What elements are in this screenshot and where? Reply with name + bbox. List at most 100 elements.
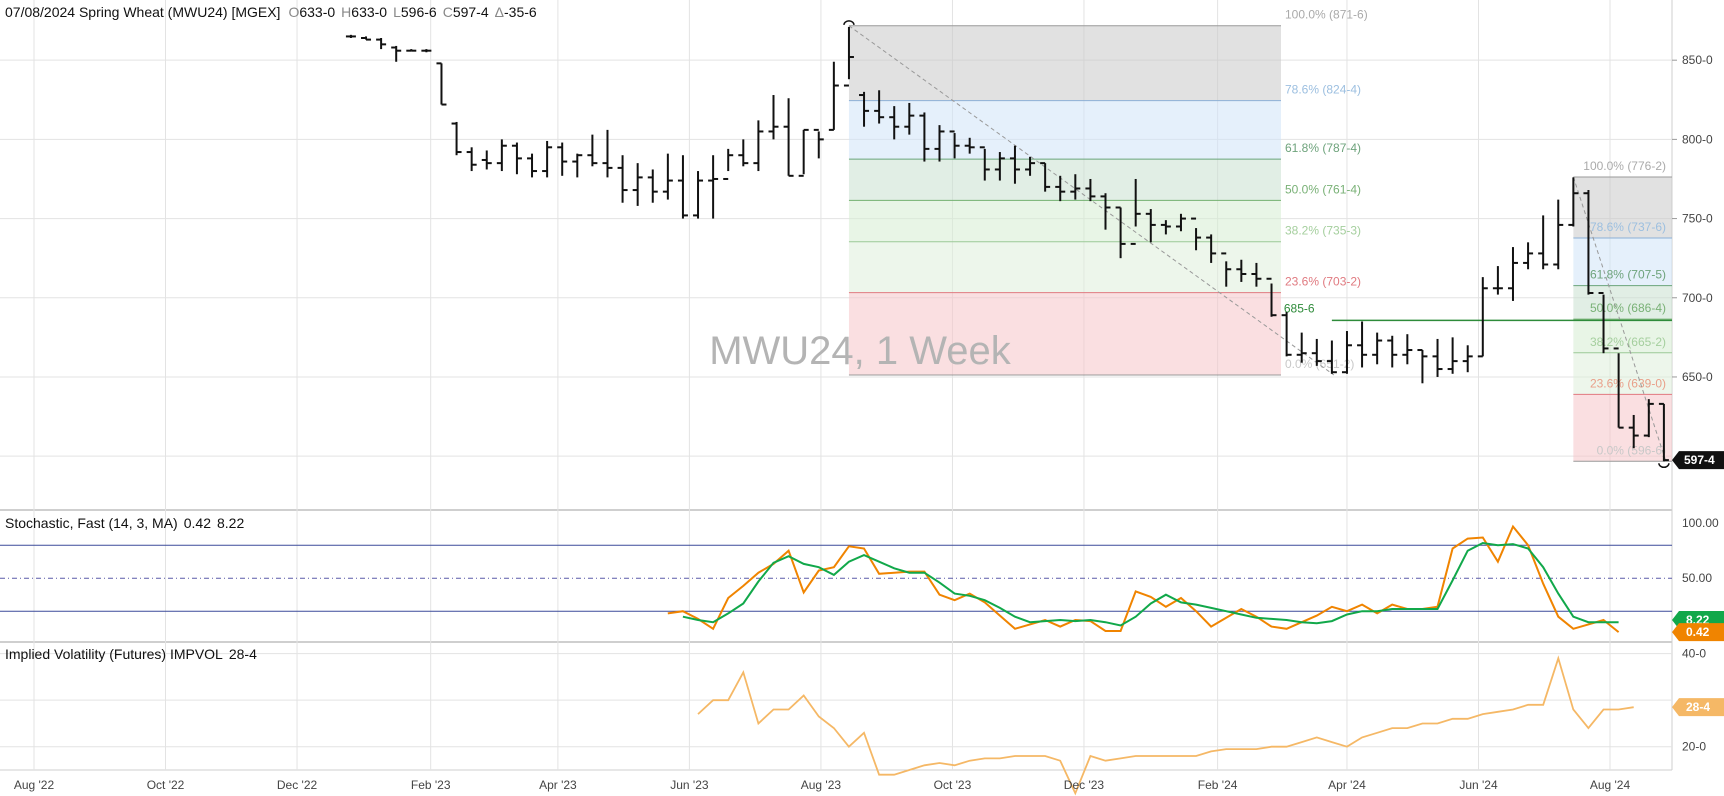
last-price-tag [1672, 451, 1724, 470]
ohlc-bar [798, 128, 809, 177]
ohlc-key: O [288, 4, 299, 20]
ohlc-bar [1658, 402, 1669, 462]
ohlc-value: 633-0 [299, 4, 335, 20]
ohlc-value: 597-4 [453, 4, 489, 20]
implied-volatility-title: Implied Volatility (Futures) IMPVOL [5, 646, 223, 662]
ohlc-bar [376, 38, 387, 50]
x-tick-label: Oct '23 [934, 778, 972, 792]
ohlc-bar [1326, 340, 1337, 374]
ohlc-bar [994, 152, 1005, 181]
ohlc-bar [1175, 213, 1186, 232]
fib-level-label: 38.2% (735-3) [1285, 224, 1361, 238]
ohlc-bar [1402, 334, 1413, 365]
x-tick-label: Aug '24 [1590, 778, 1631, 792]
ohlc-bar [1432, 338, 1443, 377]
ohlc-bar [466, 147, 477, 172]
ohlc-bar [1507, 247, 1518, 301]
ohlc-bar [843, 26, 854, 87]
ohlc-bar [1341, 331, 1352, 374]
fib-level-label: 100.0% (871-6) [1285, 8, 1368, 22]
ohlc-bar [1055, 175, 1066, 202]
ohlc-bar [1583, 190, 1594, 295]
fib-level-label: 0.0% (651-2) [1285, 357, 1354, 371]
ohlc-bar [1417, 349, 1428, 384]
ohlc-bar [1040, 162, 1051, 192]
fib-band [848, 200, 1281, 242]
x-tick-label: Jun '23 [670, 778, 709, 792]
x-tick-label: Feb '24 [1198, 778, 1238, 792]
ohlc-bar [1160, 220, 1171, 235]
ohlc-bar [587, 134, 598, 167]
swing-high-marker [843, 20, 855, 26]
x-tick-label: Dec '22 [277, 778, 318, 792]
iv-y-tick-label: 40-0 [1682, 647, 1706, 661]
ohlc-value: -35-6 [504, 4, 537, 20]
ohlc-bar [768, 95, 779, 140]
ohlc-bar [949, 130, 960, 159]
ohlc-bar [662, 153, 673, 200]
stochastic-title: Stochastic, Fast (14, 3, MA) [5, 515, 178, 531]
fib-trend-line [848, 25, 1335, 376]
ohlc-bar [708, 155, 719, 219]
y-tick-label: 800-0 [1682, 132, 1713, 146]
ohlc-bar [934, 125, 945, 162]
ohlc-value: 633-0 [351, 4, 387, 20]
fib-level-label: 78.6% (824-4) [1285, 83, 1361, 97]
ohlc-bar [783, 98, 794, 177]
ohlc-bar [874, 90, 885, 124]
ohlc-bar [723, 148, 734, 180]
ohlc-bar [919, 112, 930, 162]
x-tick-label: Jun '24 [1459, 778, 1498, 792]
iv-y-tick-label: 20-0 [1682, 740, 1706, 754]
stochastic-last-tag [1672, 623, 1724, 642]
fib-level-label: 23.6% (703-2) [1285, 275, 1361, 289]
y-tick-label: 750-0 [1682, 212, 1713, 226]
ohlc-bar [1100, 193, 1111, 230]
axes: Aug '22 Oct '22 Dec '22 Feb '23 Apr '23 Jun '… [14, 53, 1724, 792]
ohlc-bar [1236, 259, 1247, 282]
ohlc-bar [813, 128, 824, 159]
ohlc-bar [1477, 277, 1488, 358]
last-price-label: 597-4 [1684, 453, 1715, 467]
ohlc-bar [1387, 335, 1398, 368]
x-tick-label: Apr '23 [539, 778, 577, 792]
stochastic-y-tick-label: 50.00 [1682, 571, 1712, 585]
x-tick-label: Apr '24 [1328, 778, 1366, 792]
ohlc-bar [572, 153, 583, 178]
stochastic-y-tick-label: 100.00 [1682, 516, 1719, 530]
fib-band [1573, 237, 1672, 286]
iv-last-tag [1672, 698, 1724, 717]
ohlc-bar [1447, 337, 1458, 374]
ohlc-bar [527, 153, 538, 178]
ohlc-bar [1009, 145, 1020, 184]
support-line-label: 685-6 [1284, 301, 1315, 315]
ohlc-bar [1523, 242, 1534, 270]
y-tick-label: 700-0 [1682, 291, 1713, 305]
fib-level-label: 23.6% (639-0) [1590, 376, 1666, 390]
stochastic-panel [0, 524, 1672, 633]
ohlc-bar [1115, 206, 1126, 259]
ohlc-bar [1130, 178, 1141, 245]
ohlc-bar [1553, 199, 1564, 270]
y-tick-label: 650-0 [1682, 370, 1713, 384]
ohlc-bar [1311, 338, 1322, 366]
ohlc-bar [406, 49, 417, 52]
ohlc-bar [542, 140, 553, 178]
iv-last-label: 28-4 [1686, 700, 1710, 714]
stochastic-last-label: 0.42 [1686, 625, 1710, 639]
ohlc-bar [496, 139, 507, 172]
stochastic-series-line [682, 541, 1619, 627]
stochastic-value-slow: 8.22 [217, 515, 244, 531]
ohlc-bar [1613, 347, 1624, 429]
x-tick-label: Oct '22 [147, 778, 185, 792]
implied-volatility-panel [697, 655, 1634, 796]
ohlc-bar [1266, 277, 1277, 317]
ohlc-bar [1628, 414, 1639, 449]
fib-level-label: 61.8% (707-5) [1590, 268, 1666, 282]
ohlc-bar [647, 169, 658, 203]
ohlc-bar [964, 137, 975, 154]
y-tick-label: 850-0 [1682, 53, 1713, 67]
ohlc-bar [828, 61, 839, 131]
ohlc-bar [1191, 217, 1202, 251]
fib-level-label: 100.0% (776-2) [1583, 159, 1666, 173]
